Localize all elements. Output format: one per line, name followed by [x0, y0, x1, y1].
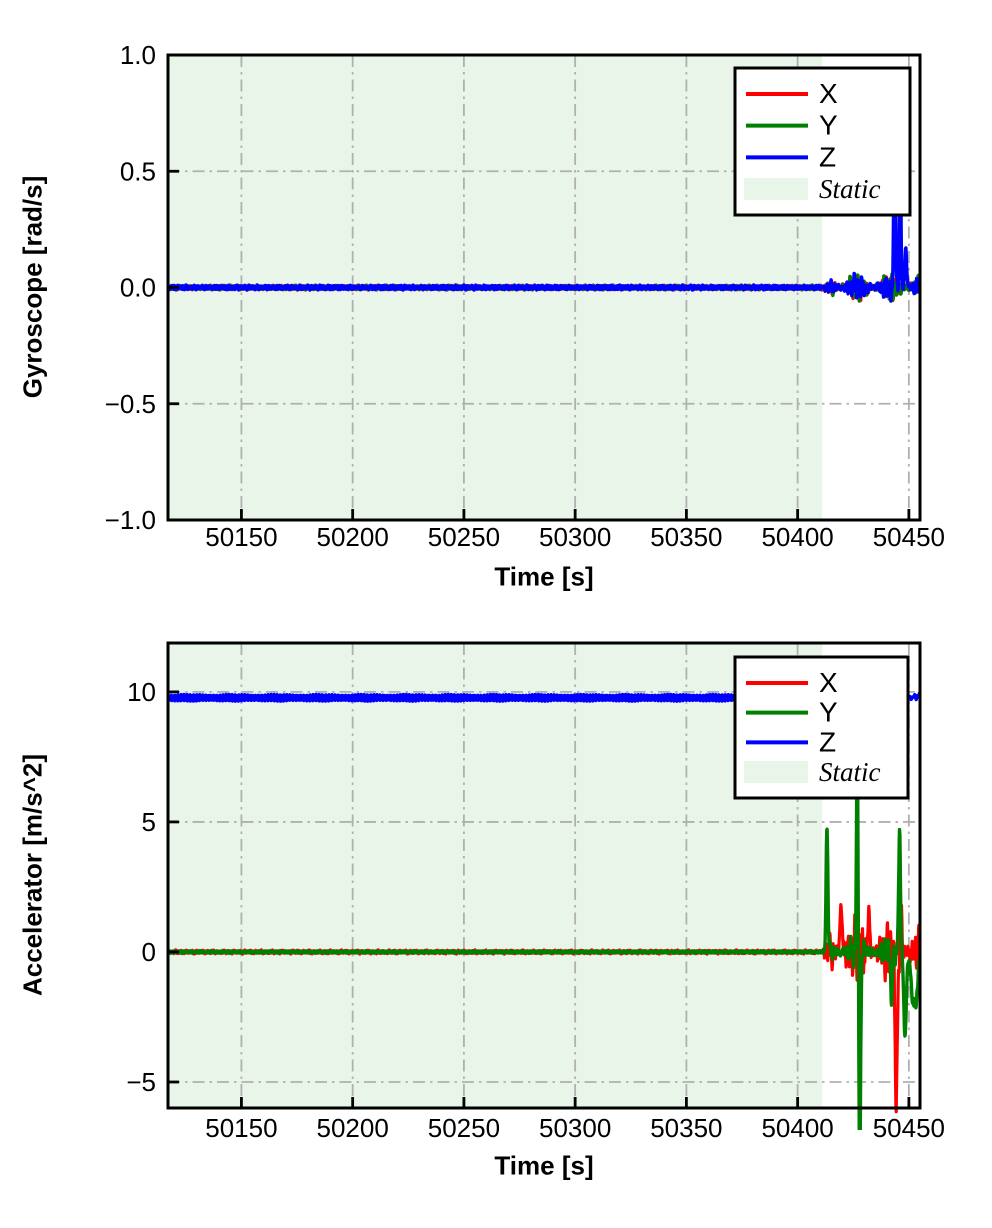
accel-grid: [168, 643, 920, 1108]
gyro-x-tick-label: 50150: [205, 522, 277, 552]
accel-legend-label-Y: Y: [819, 697, 838, 728]
gyro-x-tick-label: 50450: [873, 522, 945, 552]
accel-x-tick-label: 50400: [761, 1113, 833, 1143]
gyro-legend-patch: [744, 178, 808, 200]
gyro-x-tick-label: 50400: [761, 522, 833, 552]
accel-x-tick-label: 50250: [428, 1113, 500, 1143]
gyro-chart: 50150 50200 50250 50300 50350 50400 50450 −1.0 −…: [105, 40, 945, 552]
accel-static-region: [168, 643, 823, 1108]
accel-y-tick-label: 10: [127, 677, 156, 707]
gyro-x-tick-label: 50350: [650, 522, 722, 552]
accel-chart: 50150 50200 50250 50300 50350 50400 50450 −5 0 5 1…: [126, 641, 945, 1143]
gyro-y-tick-label: 0.0: [120, 273, 156, 303]
gyro-ticks: [168, 53, 911, 522]
accel-x-tick-label: 50300: [539, 1113, 611, 1143]
gyro-legend-label-Static: Static: [819, 174, 881, 204]
gyro-legend-label-Y: Y: [819, 110, 838, 141]
accel-x-tick-label: 50200: [317, 1113, 389, 1143]
accel-x-tick-label: 50350: [650, 1113, 722, 1143]
accel-x-tick-label: 50450: [873, 1113, 945, 1143]
accel-y-axis-label: Accelerator [m/s^2]: [17, 753, 48, 997]
accel-y-tick-label: 5: [142, 807, 156, 837]
gyro-y-tick-label: 0.5: [120, 156, 156, 186]
gyro-y-tick-label: −1.0: [105, 505, 156, 535]
gyro-y-tick-label: 1.0: [120, 40, 156, 70]
accel-y-tick-label: 0: [142, 937, 156, 967]
accel-series-Y: [168, 744, 920, 1130]
gyro-tick-labels: 50150 50200 50250 50300 50350 50400 50450 −1.0 −…: [105, 40, 945, 552]
accel-legend-patch: [744, 761, 808, 783]
accel-legend-label-Z: Z: [819, 726, 836, 757]
accel-axes-frame: [166, 641, 922, 1110]
accel-tick-labels: 50150 50200 50250 50300 50350 50400 50450 −5 0 5 1…: [126, 677, 945, 1143]
gyro-legend-label-X: X: [819, 78, 838, 109]
gyro-legend-label-Z: Z: [819, 141, 836, 172]
gyro-series-Z: [168, 123, 920, 303]
gyro-x-tick-label: 50200: [317, 522, 389, 552]
accel-y-tick-label: −5: [126, 1067, 156, 1097]
gyro-x-axis-label: Time [s]: [494, 561, 594, 592]
gyro-x-tick-label: 50250: [428, 522, 500, 552]
gyro-x-tick-label: 50300: [539, 522, 611, 552]
gyro-y-axis-label: Gyroscope [rad/s]: [17, 175, 48, 399]
accel-legend-label-Static: Static: [819, 757, 881, 787]
gyro-series: [168, 123, 920, 303]
accel-x-tick-label: 50150: [205, 1113, 277, 1143]
accel-x-axis-label: Time [s]: [494, 1150, 594, 1181]
accel-legend-label-X: X: [819, 667, 838, 698]
accel-ticks: [168, 690, 911, 1108]
gyro-y-tick-label: −0.5: [105, 389, 156, 419]
